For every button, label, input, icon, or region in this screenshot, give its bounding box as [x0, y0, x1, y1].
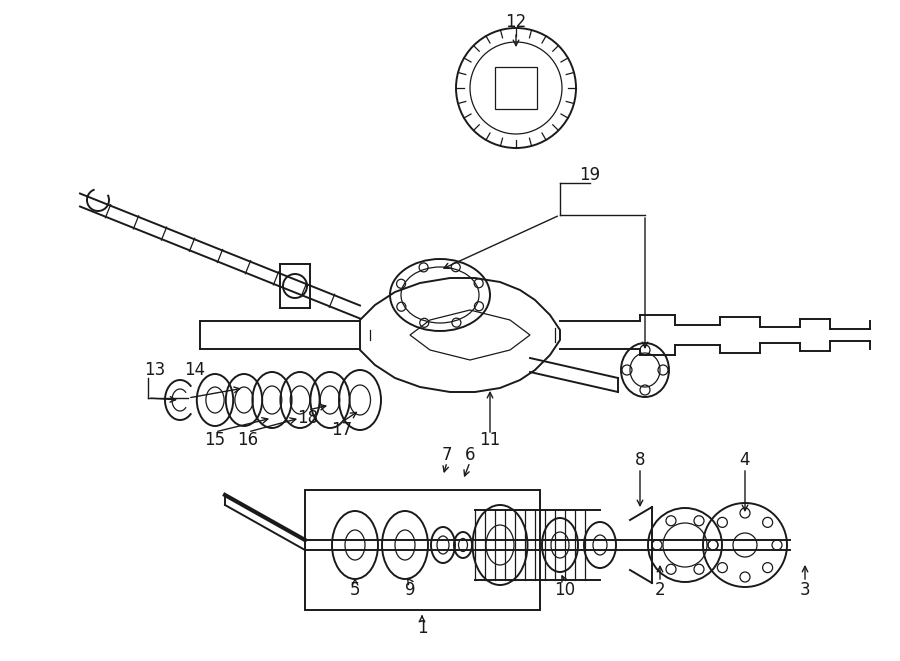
Text: 11: 11 — [480, 431, 500, 449]
Bar — [305, 490, 540, 610]
Text: 7: 7 — [442, 446, 452, 464]
Text: 3: 3 — [800, 581, 810, 599]
Text: 18: 18 — [297, 409, 319, 427]
Polygon shape — [360, 278, 560, 392]
Text: 17: 17 — [331, 421, 353, 439]
Text: 4: 4 — [740, 451, 751, 469]
Text: 5: 5 — [350, 581, 360, 599]
Text: 2: 2 — [654, 581, 665, 599]
Text: 13: 13 — [144, 361, 166, 379]
Text: 10: 10 — [554, 581, 576, 599]
Text: 9: 9 — [405, 581, 415, 599]
Text: 14: 14 — [184, 361, 205, 379]
Text: 19: 19 — [580, 166, 600, 184]
Text: 16: 16 — [238, 431, 258, 449]
Text: 1: 1 — [417, 619, 428, 637]
Text: 12: 12 — [506, 13, 526, 31]
Text: 6: 6 — [464, 446, 475, 464]
Text: 8: 8 — [634, 451, 645, 469]
Text: 15: 15 — [204, 431, 226, 449]
